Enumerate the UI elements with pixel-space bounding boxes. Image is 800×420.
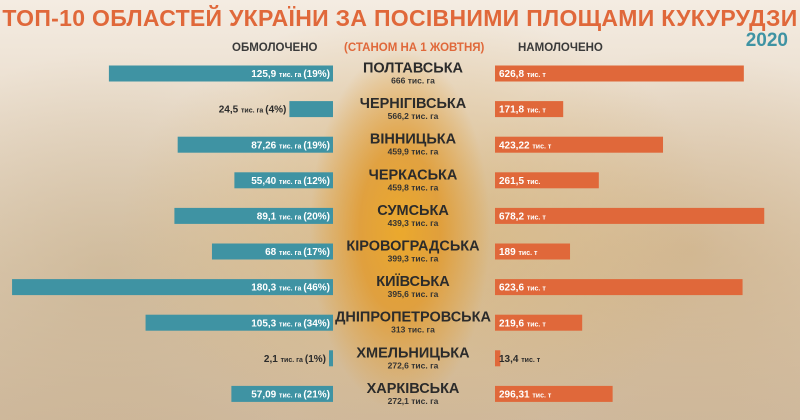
harvested-label: 623,6 тис. т — [499, 283, 546, 294]
harvested-label: 296,31 тис. т — [499, 390, 552, 401]
harvested-label: 423,22 тис. т — [499, 140, 552, 151]
chart-year: 2020 — [745, 30, 788, 51]
threshed-bar — [231, 385, 333, 402]
region-sown-area: 399,3 тис. га — [388, 254, 439, 264]
threshed-bar — [289, 101, 333, 118]
region-name: КІРОВОГРАДСЬКА — [346, 239, 480, 255]
harvested-bar — [495, 101, 564, 118]
threshed-bar — [234, 172, 333, 189]
region-name: ХМЕЛЬНИЦЬКА — [356, 345, 470, 361]
harvested-bar — [495, 207, 765, 224]
harvested-label: 189 тис. т — [499, 247, 538, 258]
threshed-label: 125,9 тис. га (19%) — [251, 69, 330, 80]
harvested-bar — [495, 314, 583, 331]
region-sown-area: 459,9 тис. га — [388, 147, 439, 157]
threshed-label: 2,1 тис. га (1%) — [264, 354, 326, 365]
threshed-bar — [174, 207, 333, 224]
threshed-label: 87,26 тис. га (19%) — [251, 140, 330, 151]
threshed-label: 89,1 тис. га (20%) — [257, 212, 330, 223]
threshed-label: 180,3 тис. га (46%) — [251, 283, 330, 294]
threshed-bar — [108, 65, 333, 82]
harvested-label: 678,2 тис. т — [499, 212, 546, 223]
chart-title: ТОП-10 ОБЛАСТЕЙ УКРАЇНИ ЗА ПОСІВНИМИ ПЛО… — [2, 5, 798, 31]
region-name: ХАРКІВСЬКА — [367, 381, 460, 397]
region-sown-area: 313 тис. га — [391, 325, 435, 335]
threshed-label: 24,5 тис. га (4%) — [219, 105, 287, 116]
harvested-bar — [495, 65, 744, 82]
header-threshed: ОБМОЛОЧЕНО — [232, 42, 318, 54]
region-name: ЧЕРНІГІВСЬКА — [360, 96, 467, 112]
harvested-label: 261,5 тис. — [499, 176, 540, 187]
region-name: ДНІПРОПЕТРОВСЬКА — [335, 310, 491, 326]
region-name: ПОЛТАВСЬКА — [363, 61, 464, 77]
region-name: ВІННИЦЬКА — [370, 132, 457, 148]
harvested-bar — [495, 172, 599, 189]
region-sown-area: 459,8 тис. га — [388, 182, 439, 192]
region-sown-area: 666 тис. га — [391, 76, 435, 86]
region-sown-area: 272,1 тис. га — [388, 396, 439, 406]
threshed-label: 68 тис. га (17%) — [265, 247, 330, 258]
region-name: СУМСЬКА — [377, 203, 449, 219]
harvested-label: 13,4 тис. т — [499, 354, 541, 365]
threshed-bar — [12, 279, 333, 296]
harvested-label: 171,8 тис. т — [499, 105, 546, 116]
region-sown-area: 395,6 тис. га — [388, 289, 439, 299]
threshed-label: 105,3 тис. га (34%) — [251, 318, 330, 329]
region-sown-area: 272,6 тис. га — [388, 360, 439, 370]
region-sown-area: 566,2 тис. га — [388, 111, 439, 121]
harvested-label: 626,8 тис. т — [499, 69, 546, 80]
harvested-bar — [495, 279, 743, 296]
threshed-bar — [177, 136, 333, 153]
threshed-bar — [211, 243, 333, 260]
region-name: ЧЕРКАСЬКА — [369, 167, 458, 183]
region-name: КИЇВСЬКА — [376, 273, 450, 290]
threshed-label: 57,09 тис. га (21%) — [251, 390, 330, 401]
threshed-bar — [145, 314, 333, 331]
region-sown-area: 439,3 тис. га — [388, 218, 439, 228]
harvested-bar — [495, 136, 664, 153]
harvested-bar — [495, 350, 501, 367]
threshed-label: 55,40 тис. га (12%) — [251, 176, 330, 187]
harvested-bar — [495, 385, 613, 402]
header-harvested: НАМОЛОЧЕНО — [518, 42, 603, 54]
harvested-bar — [495, 243, 571, 260]
header-as-of: (СТАНОМ НА 1 ЖОВТНЯ) — [344, 42, 485, 54]
harvested-label: 219,6 тис. т — [499, 318, 546, 329]
threshed-bar — [329, 350, 333, 367]
